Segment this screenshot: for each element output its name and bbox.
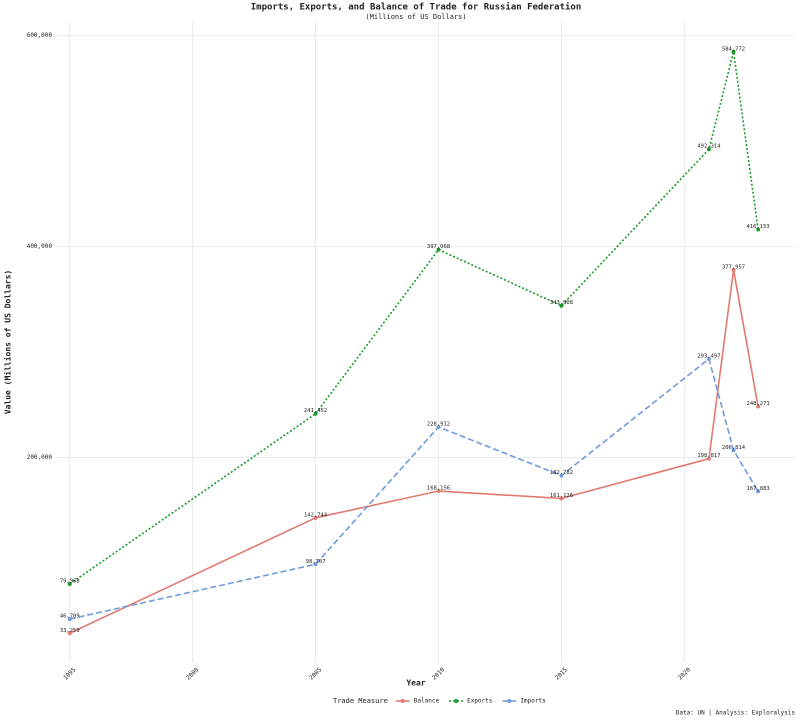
data-label: 492,314 — [697, 144, 721, 150]
point — [706, 147, 711, 152]
x-axis-title: Year — [406, 679, 425, 688]
data-label: 182,782 — [550, 470, 573, 476]
point — [436, 247, 441, 252]
point — [559, 303, 564, 308]
point — [559, 473, 564, 478]
data-label: 241,452 — [304, 408, 327, 414]
y-axis-title: Value (Millions of US Dollars) — [3, 270, 13, 415]
x-tick-label: 2020 — [677, 666, 692, 681]
point — [559, 496, 564, 501]
x-tick-label: 2005 — [308, 666, 323, 681]
point — [756, 489, 761, 494]
data-label: 377,957 — [722, 264, 745, 270]
point — [756, 404, 761, 409]
data-label: 584,772 — [722, 46, 745, 52]
data-label: 343,908 — [550, 300, 573, 306]
data-label: 228,912 — [427, 421, 450, 427]
caption: Data: UN | Analysis: Exploralysis — [676, 710, 796, 717]
data-label: 46,709 — [60, 614, 80, 620]
data-label: 206,814 — [722, 445, 746, 451]
point — [731, 448, 736, 453]
legend-label: Exports — [467, 698, 493, 705]
legend-title: Trade Measure — [333, 697, 388, 705]
data-label: 198,817 — [697, 453, 720, 459]
data-label: 168,156 — [427, 486, 450, 492]
point — [731, 267, 736, 272]
y-tick-label: 600,000 — [27, 32, 53, 39]
legend-label: Balance — [414, 698, 440, 705]
y-tick-label: 400,000 — [27, 243, 53, 250]
series-line — [69, 51, 759, 585]
data-label: 142,744 — [304, 512, 328, 518]
chart-title: Imports, Exports, and Balance of Trade f… — [251, 2, 582, 13]
data-label: 397,068 — [427, 244, 450, 250]
point — [67, 617, 72, 622]
data-label: 98,707 — [306, 559, 326, 565]
point — [313, 562, 318, 567]
point — [756, 227, 761, 232]
point — [313, 515, 318, 520]
point — [67, 631, 72, 636]
data-label: 293,497 — [697, 353, 720, 359]
point — [313, 411, 318, 416]
data-label: 248,271 — [747, 401, 770, 407]
series-line — [69, 269, 759, 634]
legend-dot — [507, 699, 512, 703]
y-tick-label: 200,000 — [27, 454, 53, 461]
point — [436, 489, 441, 494]
chart-subtitle: (Millions of US Dollars) — [365, 13, 466, 21]
series-line — [69, 357, 759, 620]
legend-dot — [454, 699, 459, 703]
data-label: 79,968 — [60, 579, 80, 585]
x-tick-label: 1995 — [62, 666, 77, 681]
point — [706, 456, 711, 461]
point — [706, 356, 711, 361]
x-tick-label: 2015 — [554, 666, 569, 681]
point — [436, 424, 441, 429]
data-label: 416,153 — [747, 224, 770, 230]
point — [731, 49, 736, 54]
point — [67, 582, 72, 587]
data-label: 167,883 — [747, 486, 770, 492]
legend-label: Imports — [520, 698, 546, 705]
data-label: 161,126 — [550, 493, 573, 499]
x-tick-label: 2000 — [185, 666, 200, 681]
x-tick-label: 2010 — [431, 666, 446, 681]
data-label: 33,259 — [60, 628, 80, 634]
legend-dot — [400, 699, 405, 703]
